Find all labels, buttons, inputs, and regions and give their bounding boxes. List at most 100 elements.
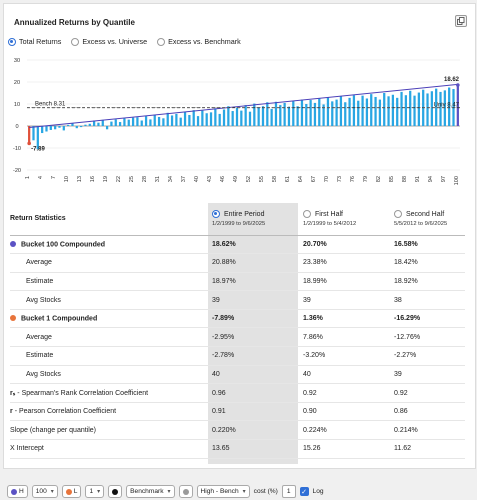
- bar: [344, 102, 347, 126]
- bar: [183, 111, 187, 126]
- bar: [144, 116, 148, 126]
- x-tick-label: 85: [389, 176, 395, 182]
- x-tick-label: 1: [25, 176, 31, 179]
- benchmark-select[interactable]: Benchmark ▾: [126, 485, 175, 498]
- cell-value: 23.38%: [299, 253, 390, 273]
- cell-value: 18.97%: [208, 272, 299, 292]
- first-bucket-marker: [27, 141, 31, 146]
- bar: [448, 87, 451, 126]
- cell-value: 39: [299, 290, 390, 310]
- bar: [32, 126, 35, 141]
- cell-value: 0.224%: [299, 420, 390, 441]
- last-bucket-marker: [456, 83, 460, 87]
- high-color-swatch-icon: [11, 488, 17, 495]
- row-label: Average: [10, 253, 208, 273]
- cell-value: 0.220%: [208, 420, 299, 441]
- radio-excess-benchmark[interactable]: Excess vs. Benchmark: [157, 37, 241, 46]
- row-label: Estimate: [10, 272, 208, 292]
- x-tick-label: 64: [298, 176, 304, 182]
- bar: [404, 95, 408, 126]
- high-bucket-value: 100: [35, 488, 47, 495]
- column-second-half[interactable]: Second Half 5/5/2012 to 9/6/2025: [390, 203, 465, 236]
- bar: [370, 94, 373, 126]
- bar: [352, 95, 356, 126]
- bar: [49, 126, 52, 130]
- diff-color-picker[interactable]: [178, 485, 193, 498]
- benchmark-color-swatch-icon: [112, 488, 119, 495]
- column-label: Entire Period: [224, 210, 265, 218]
- univ-label: Univ 8.47: [434, 102, 460, 108]
- table-row: X Intercept 13.65 15.26 11.62: [10, 439, 465, 459]
- bar: [318, 98, 321, 126]
- row-label: Avg Stocks: [10, 290, 208, 310]
- bar: [417, 92, 420, 126]
- bar: [75, 126, 78, 129]
- bar: [283, 102, 286, 126]
- high-bucket-color-picker[interactable]: H: [7, 485, 28, 498]
- spearman-symbol: rₛ: [10, 390, 16, 398]
- x-tick-label: 28: [142, 176, 148, 182]
- bar: [274, 101, 278, 126]
- column-label: First Half: [315, 210, 343, 218]
- bar: [339, 96, 343, 126]
- column-label: Second Half: [406, 210, 445, 218]
- x-tick-label: 100: [454, 176, 460, 185]
- log-checkbox-icon[interactable]: ✓: [299, 487, 309, 496]
- cell-value: 20.88%: [208, 253, 299, 273]
- bar: [244, 105, 247, 126]
- bar: [192, 110, 195, 126]
- column-date-range: 5/5/2012 to 9/6/2025: [394, 221, 448, 228]
- panel-title: Annualized Returns by Quantile: [14, 18, 135, 27]
- bar: [28, 126, 31, 144]
- bucket-top-dot-icon: [10, 240, 16, 247]
- table-row: r - Pearson Correlation Coefficient 0.91…: [10, 402, 465, 422]
- cell-value: 0.92: [390, 383, 465, 403]
- low-bucket-color-picker[interactable]: L: [61, 485, 82, 498]
- bar: [209, 112, 213, 126]
- cell-value: 38: [390, 290, 465, 310]
- bar: [97, 122, 100, 126]
- pearson-symbol: r: [10, 408, 13, 416]
- x-tick-label: 31: [155, 176, 161, 182]
- radio-total-returns[interactable]: Total Returns: [8, 37, 61, 46]
- bench-label: Bench 8.31: [35, 102, 66, 108]
- x-tick-label: 61: [285, 176, 291, 182]
- low-bucket-select[interactable]: 1 ▾: [85, 485, 105, 498]
- bar: [331, 101, 334, 126]
- bar: [88, 123, 91, 126]
- bar: [123, 118, 126, 126]
- cell-value: -2.95%: [208, 327, 299, 348]
- column-entire-period[interactable]: Entire Period 1/2/1999 to 9/6/2025: [208, 203, 299, 236]
- bar: [157, 116, 161, 126]
- return-statistics-table: Return Statistics Entire Period 1/2/1999…: [10, 203, 465, 459]
- cell-value: -2.27%: [390, 346, 465, 366]
- bar: [58, 126, 61, 128]
- bar: [92, 120, 96, 126]
- copy-icon[interactable]: [455, 15, 467, 27]
- column-date-range: 1/2/1999 to 9/6/2025: [212, 221, 266, 228]
- x-tick-label: 13: [77, 176, 83, 182]
- bar: [266, 102, 269, 126]
- column-date-range: 1/2/1999 to 5/4/2012: [303, 221, 357, 228]
- x-tick-label: 91: [415, 176, 421, 182]
- cost-input[interactable]: 1: [281, 485, 296, 498]
- column-first-half[interactable]: First Half 1/2/1999 to 5/4/2012: [299, 203, 390, 236]
- bar: [153, 114, 156, 126]
- radio-excess-universe[interactable]: Excess vs. Universe: [71, 37, 147, 46]
- bar: [240, 110, 243, 126]
- benchmark-color-picker[interactable]: [108, 485, 123, 498]
- row-label: Slope (change per quantile): [10, 420, 208, 441]
- low-letter: L: [73, 488, 78, 495]
- high-bucket-select[interactable]: 100 ▾: [31, 485, 58, 498]
- bar: [54, 126, 57, 130]
- diff-select[interactable]: High - Bench ▾: [196, 485, 250, 498]
- bar: [214, 108, 217, 126]
- bar: [253, 103, 256, 126]
- bar: [127, 119, 130, 126]
- x-tick-label: 79: [363, 176, 369, 182]
- table-row: Average -2.95% 7.86% -12.76%: [10, 327, 465, 348]
- bar: [67, 124, 70, 126]
- radio-unselected-icon: [157, 37, 166, 46]
- row-label: Average: [10, 327, 208, 348]
- x-tick-label: 67: [311, 176, 317, 182]
